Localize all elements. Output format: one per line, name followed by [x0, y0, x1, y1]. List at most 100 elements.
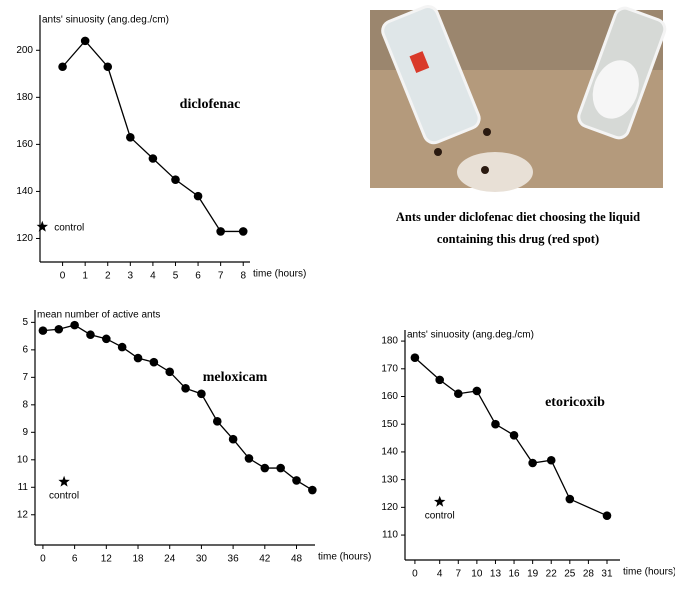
y-tick-label: 120 [16, 233, 33, 244]
y-axis-label: ants' sinuosity (ang.deg./cm) [42, 15, 169, 26]
x-axis-label: time (hours) [253, 269, 306, 280]
x-tick-label: 3 [128, 271, 134, 282]
data-point [150, 358, 159, 367]
data-point [229, 435, 238, 444]
data-point [435, 376, 444, 385]
y-tick-label: 170 [381, 363, 398, 374]
photo-caption: Ants under diclofenac diet choosing the … [396, 210, 640, 224]
y-tick-label: 10 [17, 454, 29, 465]
figure: Ants under diclofenac diet choosing the … [0, 0, 675, 596]
x-tick-label: 6 [195, 271, 201, 282]
x-tick-label: 16 [508, 569, 520, 580]
y-tick-label: 130 [381, 474, 398, 485]
x-tick-label: 2 [105, 271, 111, 282]
x-tick-label: 0 [40, 554, 46, 565]
x-tick-label: 24 [164, 554, 176, 565]
chart-title: etoricoxib [545, 395, 605, 410]
y-tick-label: 140 [16, 186, 33, 197]
photo-caption: containing this drug (red spot) [437, 232, 599, 246]
y-tick-label: 120 [381, 502, 398, 513]
control-marker [58, 476, 69, 487]
ant [481, 166, 489, 174]
x-tick-label: 10 [471, 569, 483, 580]
x-tick-label: 13 [490, 569, 502, 580]
data-point [261, 464, 270, 473]
control-label: control [425, 510, 455, 521]
data-point [510, 431, 519, 440]
data-point [58, 62, 67, 71]
y-tick-label: 180 [381, 336, 398, 347]
x-tick-label: 18 [132, 554, 144, 565]
data-point [171, 175, 180, 184]
y-axis-label: ants' sinuosity (ang.deg./cm) [407, 330, 534, 341]
data-point [308, 486, 317, 495]
droplet [457, 152, 533, 192]
x-tick-label: 12 [101, 554, 113, 565]
data-point [149, 154, 158, 163]
data-point [473, 387, 482, 396]
y-tick-label: 9 [22, 427, 28, 438]
data-point [103, 62, 112, 71]
ant [483, 128, 491, 136]
data-point [528, 459, 537, 468]
x-tick-label: 28 [583, 569, 595, 580]
x-tick-label: 31 [601, 569, 613, 580]
data-point [292, 476, 301, 485]
y-tick-label: 160 [16, 139, 33, 150]
x-tick-label: 42 [259, 554, 271, 565]
x-tick-label: 8 [240, 271, 246, 282]
data-point [118, 343, 127, 352]
x-axis-label: time (hours) [623, 567, 675, 578]
x-tick-label: 48 [291, 554, 303, 565]
data-point [245, 454, 254, 463]
data-point [566, 495, 575, 504]
photo [370, 3, 668, 192]
x-tick-label: 7 [456, 569, 462, 580]
y-tick-label: 8 [22, 399, 28, 410]
x-tick-label: 30 [196, 554, 208, 565]
chart-title: diclofenac [180, 97, 241, 112]
y-axis-label: mean number of active ants [37, 310, 160, 321]
x-tick-label: 1 [82, 271, 88, 282]
data-point [239, 227, 248, 236]
data-point [86, 330, 95, 339]
data-point [81, 37, 90, 46]
control-marker [37, 221, 48, 232]
y-tick-label: 12 [17, 509, 29, 520]
data-point [216, 227, 225, 236]
y-tick-label: 160 [381, 391, 398, 402]
y-tick-label: 11 [18, 482, 29, 493]
x-tick-label: 36 [228, 554, 240, 565]
y-tick-label: 6 [22, 344, 28, 355]
data-point [197, 390, 206, 399]
data-point [547, 456, 556, 465]
x-tick-label: 4 [150, 271, 156, 282]
control-marker [434, 496, 445, 507]
x-tick-label: 6 [72, 554, 78, 565]
chart-panel: 1101201301401501601701800471013161922252… [381, 330, 675, 580]
data-point [165, 368, 174, 377]
data-point [411, 353, 420, 362]
y-tick-label: 110 [382, 530, 398, 541]
y-tick-label: 200 [16, 45, 33, 56]
y-tick-label: 180 [16, 92, 33, 103]
data-point [134, 354, 143, 363]
page: Ants under diclofenac diet choosing the … [0, 0, 675, 596]
data-point [276, 464, 285, 473]
x-tick-label: 25 [564, 569, 576, 580]
data-point [181, 384, 190, 393]
control-label: control [49, 490, 79, 501]
data-line [43, 325, 312, 490]
x-tick-label: 7 [218, 271, 224, 282]
x-axis-label: time (hours) [318, 552, 371, 563]
chart-title: meloxicam [203, 370, 268, 385]
data-point [70, 321, 79, 330]
data-point [454, 389, 463, 398]
x-tick-label: 22 [546, 569, 558, 580]
data-point [54, 325, 63, 334]
data-point [39, 326, 48, 335]
x-tick-label: 5 [173, 271, 179, 282]
data-line [63, 41, 244, 232]
